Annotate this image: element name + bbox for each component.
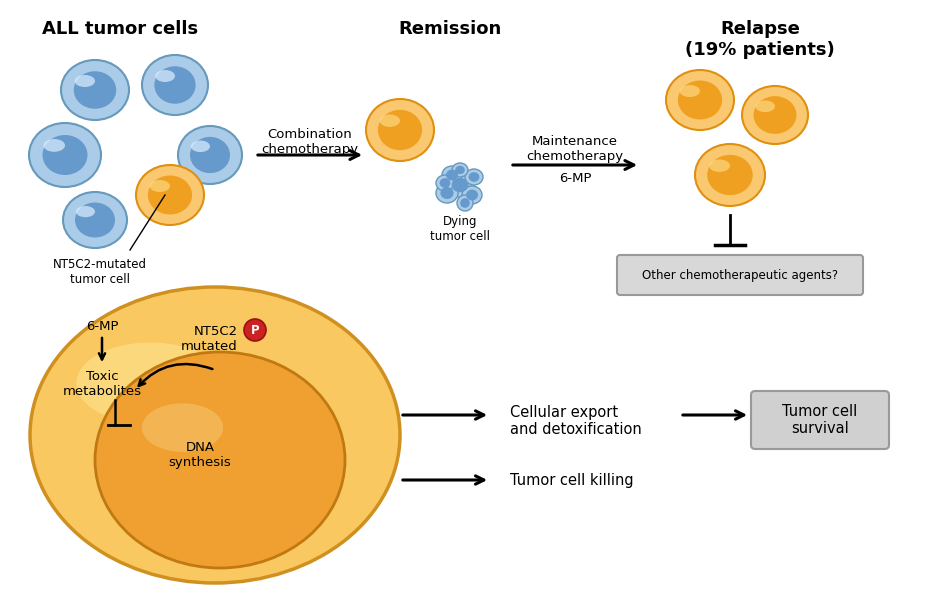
Text: Other chemotherapeutic agents?: Other chemotherapeutic agents?: [642, 269, 838, 282]
Text: NT5C2-mutated
tumor cell: NT5C2-mutated tumor cell: [53, 258, 147, 286]
Ellipse shape: [462, 186, 482, 204]
Ellipse shape: [136, 165, 204, 225]
Ellipse shape: [95, 352, 345, 568]
Ellipse shape: [75, 203, 115, 237]
Ellipse shape: [436, 175, 454, 191]
Ellipse shape: [666, 70, 734, 130]
Ellipse shape: [465, 169, 483, 185]
Ellipse shape: [468, 172, 480, 182]
Ellipse shape: [366, 99, 434, 161]
Text: 6-MP: 6-MP: [86, 320, 118, 333]
Ellipse shape: [178, 126, 242, 184]
Ellipse shape: [63, 192, 127, 248]
Text: DNA
synthesis: DNA synthesis: [169, 441, 232, 469]
FancyArrowPatch shape: [139, 364, 213, 386]
Ellipse shape: [446, 173, 474, 197]
Text: Toxic
metabolites: Toxic metabolites: [63, 370, 142, 398]
Ellipse shape: [755, 101, 775, 112]
Text: Remission: Remission: [398, 20, 502, 38]
Ellipse shape: [76, 342, 224, 424]
Ellipse shape: [380, 114, 400, 127]
Text: Tumor cell
survival: Tumor cell survival: [783, 404, 858, 436]
Ellipse shape: [457, 195, 473, 211]
Ellipse shape: [154, 66, 196, 104]
Ellipse shape: [709, 160, 730, 172]
Ellipse shape: [30, 287, 400, 583]
Ellipse shape: [142, 55, 208, 115]
Ellipse shape: [378, 110, 422, 150]
Ellipse shape: [451, 178, 468, 192]
Ellipse shape: [44, 139, 65, 152]
Text: Combination
chemotherapy: Combination chemotherapy: [261, 128, 358, 156]
Ellipse shape: [452, 163, 468, 177]
Ellipse shape: [441, 187, 453, 199]
Ellipse shape: [753, 96, 796, 134]
Text: Relapse
(19% patients): Relapse (19% patients): [685, 20, 835, 59]
Text: Tumor cell killing: Tumor cell killing: [510, 473, 634, 488]
Ellipse shape: [742, 86, 808, 144]
Ellipse shape: [75, 75, 95, 87]
Text: Maintenance
chemotherapy: Maintenance chemotherapy: [526, 135, 623, 163]
Ellipse shape: [76, 206, 95, 217]
Ellipse shape: [442, 166, 462, 184]
Ellipse shape: [142, 403, 223, 452]
FancyBboxPatch shape: [617, 255, 863, 295]
Text: Cellular export
and detoxification: Cellular export and detoxification: [510, 405, 642, 438]
Text: ALL tumor cells: ALL tumor cells: [42, 20, 198, 38]
Ellipse shape: [61, 60, 129, 120]
Ellipse shape: [446, 170, 458, 180]
Ellipse shape: [460, 198, 470, 208]
Ellipse shape: [155, 70, 175, 82]
Text: Dying
tumor cell: Dying tumor cell: [430, 215, 490, 243]
Ellipse shape: [190, 137, 230, 173]
Ellipse shape: [679, 85, 700, 97]
Ellipse shape: [148, 176, 192, 214]
Ellipse shape: [74, 71, 116, 109]
Ellipse shape: [455, 166, 465, 174]
Ellipse shape: [436, 183, 458, 203]
Text: NT5C2
mutated: NT5C2 mutated: [181, 325, 238, 353]
Text: 6-MP: 6-MP: [559, 172, 591, 185]
Ellipse shape: [440, 178, 450, 188]
Ellipse shape: [695, 144, 765, 206]
Ellipse shape: [191, 141, 210, 152]
Ellipse shape: [149, 180, 170, 192]
Ellipse shape: [29, 123, 101, 187]
Ellipse shape: [678, 81, 722, 120]
Ellipse shape: [466, 190, 478, 200]
Text: P: P: [251, 323, 259, 336]
Ellipse shape: [43, 135, 87, 175]
Ellipse shape: [707, 155, 752, 195]
FancyBboxPatch shape: [751, 391, 889, 449]
Circle shape: [244, 319, 266, 341]
